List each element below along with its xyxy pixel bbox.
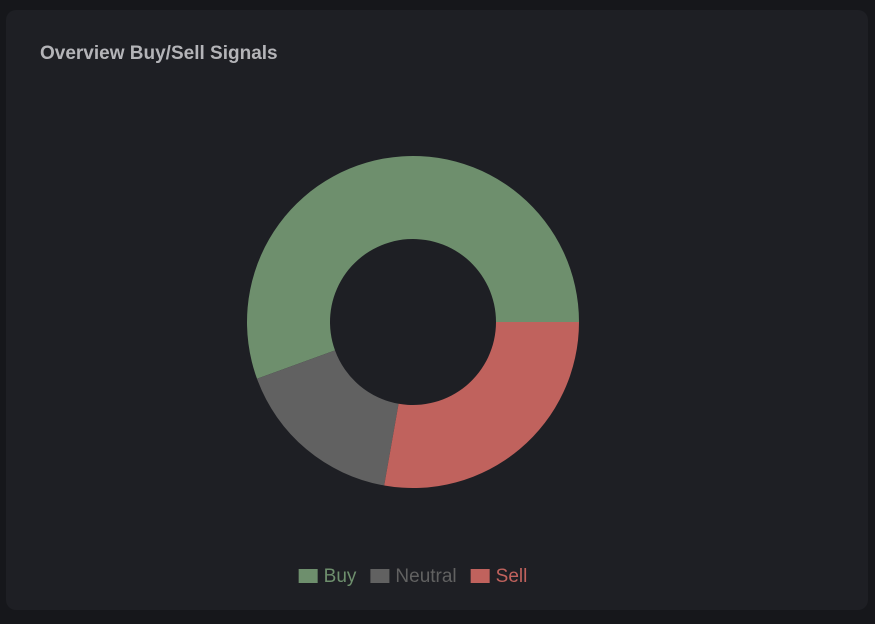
legend-label: Neutral: [395, 566, 456, 587]
legend-label: Buy: [324, 566, 357, 587]
card: [6, 10, 868, 610]
legend: Buy Neutral Sell: [298, 566, 528, 587]
legend-swatch: [370, 569, 390, 583]
donut-segment: [384, 322, 579, 488]
legend-label: Sell: [496, 566, 528, 587]
legend-swatch: [298, 569, 318, 583]
chart-title: Overview Buy/Sell Signals: [40, 43, 278, 64]
donut-segment: [257, 350, 399, 486]
legend-swatch: [470, 569, 490, 583]
donut-segment: [246, 156, 579, 379]
